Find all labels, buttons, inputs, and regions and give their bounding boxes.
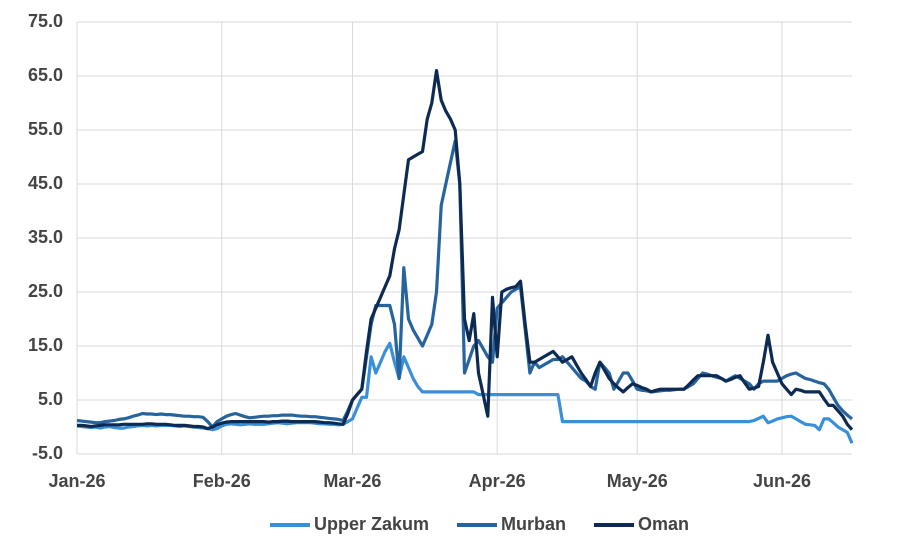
y-tick-label: 25.0 [28,281,63,301]
legend-label: Oman [638,514,689,534]
legend-item: Oman [594,514,689,534]
y-tick-label: 65.0 [28,65,63,85]
x-tick-label: May-26 [607,471,668,491]
y-tick-label: -5.0 [32,443,63,463]
legend-item: Upper Zakum [269,514,429,534]
y-tick-label: 75.0 [28,11,63,31]
legend-label: Upper Zakum [314,514,429,534]
legend-item: Murban [457,514,566,534]
y-tick-label: 15.0 [28,335,63,355]
legend: Upper Zakum Murban Oman [269,514,689,534]
x-tick-label: Jun-26 [753,471,811,491]
y-tick-label: 55.0 [28,119,63,139]
y-tick-label: 35.0 [28,227,63,247]
x-tick-label: Jan-26 [48,471,105,491]
line-series [77,69,854,431]
x-tick-label: Apr-26 [469,471,526,491]
legend-label: Murban [501,514,566,534]
y-tick-label: 45.0 [28,173,63,193]
y-tick-label: 5.0 [38,389,63,409]
x-tick-label: Feb-26 [193,471,251,491]
x-tick-label: Mar-26 [323,471,381,491]
